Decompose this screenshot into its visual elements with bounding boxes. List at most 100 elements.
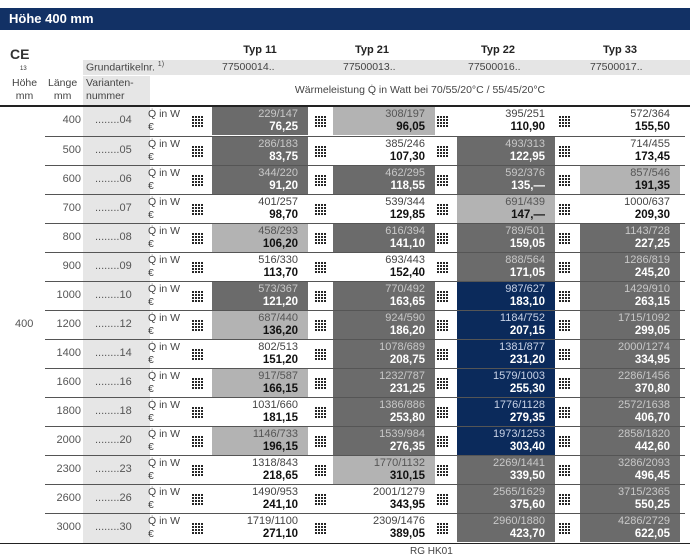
qr-code-icon[interactable] (192, 348, 204, 360)
qr-code-icon[interactable] (559, 290, 571, 302)
qr-code-icon[interactable] (437, 377, 449, 389)
price-cell: 1143/728 227,25 (580, 224, 680, 252)
qr-code-icon[interactable] (315, 174, 327, 186)
qr-code-icon[interactable] (315, 261, 327, 273)
qr-code-icon[interactable] (437, 464, 449, 476)
qr-code-icon[interactable] (192, 203, 204, 215)
heat-output: 344/220 (258, 167, 298, 179)
variant-number: ........12 (95, 318, 132, 330)
price: 550,25 (634, 499, 670, 511)
variant-label-1: Varianten- (86, 77, 134, 89)
qr-code-icon[interactable] (437, 232, 449, 244)
qr-code-icon[interactable] (437, 348, 449, 360)
heat-output: 714/455 (630, 138, 670, 150)
heat-output: 789/501 (505, 225, 545, 237)
price-cell: 395/251 110,90 (457, 107, 555, 135)
qr-code-icon[interactable] (559, 145, 571, 157)
qr-code-icon[interactable] (315, 377, 327, 389)
qr-code-icon[interactable] (192, 435, 204, 447)
qr-code-icon[interactable] (559, 522, 571, 534)
heat-output: 857/546 (630, 167, 670, 179)
qr-code-icon[interactable] (437, 406, 449, 418)
qr-code-icon[interactable] (559, 232, 571, 244)
qr-code-icon[interactable] (315, 290, 327, 302)
qr-code-icon[interactable] (437, 203, 449, 215)
price-cell: 924/590 186,20 (333, 311, 435, 339)
qr-code-icon[interactable] (437, 145, 449, 157)
qr-code-icon[interactable] (559, 464, 571, 476)
price: 122,95 (509, 151, 545, 163)
price-cell: 516/330 113,70 (212, 253, 308, 281)
heat-output: 987/627 (505, 283, 545, 295)
table-row: 400 ........04 Q̇ in W € 229/147 76,25 308… (45, 107, 685, 136)
price: 271,10 (262, 528, 298, 540)
qr-code-icon[interactable] (192, 232, 204, 244)
q-label: Q̇ in W (148, 399, 181, 411)
qr-code-icon[interactable] (315, 145, 327, 157)
qr-code-icon[interactable] (559, 493, 571, 505)
qr-code-icon[interactable] (315, 435, 327, 447)
qr-code-icon[interactable] (192, 406, 204, 418)
qr-code-icon[interactable] (315, 232, 327, 244)
qr-code-icon[interactable] (315, 522, 327, 534)
price: 231,25 (389, 383, 425, 395)
heat-output: 2001/1279 (373, 486, 425, 498)
qr-code-icon[interactable] (315, 493, 327, 505)
qr-code-icon[interactable] (437, 290, 449, 302)
euro-label: € (148, 383, 154, 395)
qr-code-icon[interactable] (559, 406, 571, 418)
qr-code-icon[interactable] (192, 145, 204, 157)
qr-code-icon[interactable] (437, 115, 449, 127)
heat-output: 1078/689 (379, 341, 425, 353)
q-label: Q̇ in W (148, 486, 181, 498)
q-label: Q̇ in W (148, 515, 181, 527)
heat-output: 1184/752 (499, 312, 545, 324)
qr-code-icon[interactable] (559, 377, 571, 389)
qr-code-icon[interactable] (315, 319, 327, 331)
price: 113,70 (263, 267, 298, 279)
euro-label: € (148, 412, 154, 424)
price-cell: 789/501 159,05 (457, 224, 555, 252)
qr-code-icon[interactable] (315, 464, 327, 476)
qr-code-icon[interactable] (437, 435, 449, 447)
heat-output: 539/344 (385, 196, 425, 208)
heat-output: 308/197 (385, 108, 425, 120)
qr-code-icon[interactable] (559, 115, 571, 127)
qr-code-icon[interactable] (192, 464, 204, 476)
qr-code-icon[interactable] (192, 115, 204, 127)
qr-code-icon[interactable] (559, 261, 571, 273)
price: 227,25 (634, 238, 670, 250)
qr-code-icon[interactable] (192, 377, 204, 389)
price: 166,15 (262, 383, 298, 395)
qr-code-icon[interactable] (315, 203, 327, 215)
qr-code-icon[interactable] (559, 203, 571, 215)
qr-code-icon[interactable] (192, 522, 204, 534)
qr-code-icon[interactable] (192, 290, 204, 302)
laenge-label: Länge (48, 77, 78, 89)
heat-output: 2960/1880 (493, 515, 545, 527)
heat-output: 1386/886 (379, 399, 425, 411)
price: 218,65 (262, 470, 298, 482)
qr-code-icon[interactable] (192, 174, 204, 186)
qr-code-icon[interactable] (559, 435, 571, 447)
qr-code-icon[interactable] (437, 174, 449, 186)
qr-code-icon[interactable] (559, 348, 571, 360)
qr-code-icon[interactable] (315, 348, 327, 360)
price-cell: 1381/877 231,20 (457, 340, 555, 368)
qr-code-icon[interactable] (437, 493, 449, 505)
heat-output: 2572/1638 (618, 399, 670, 411)
qr-code-icon[interactable] (192, 261, 204, 273)
qr-code-icon[interactable] (315, 406, 327, 418)
variant-number: ........05 (95, 144, 132, 156)
qr-code-icon[interactable] (192, 493, 204, 505)
price-cell: 2000/1274 334,95 (580, 340, 680, 368)
qr-code-icon[interactable] (437, 522, 449, 534)
qr-code-icon[interactable] (192, 319, 204, 331)
qr-code-icon[interactable] (437, 261, 449, 273)
qr-code-icon[interactable] (559, 174, 571, 186)
length-value: 500 (62, 144, 81, 156)
price: 83,75 (269, 151, 298, 163)
qr-code-icon[interactable] (559, 319, 571, 331)
qr-code-icon[interactable] (437, 319, 449, 331)
qr-code-icon[interactable] (315, 115, 327, 127)
